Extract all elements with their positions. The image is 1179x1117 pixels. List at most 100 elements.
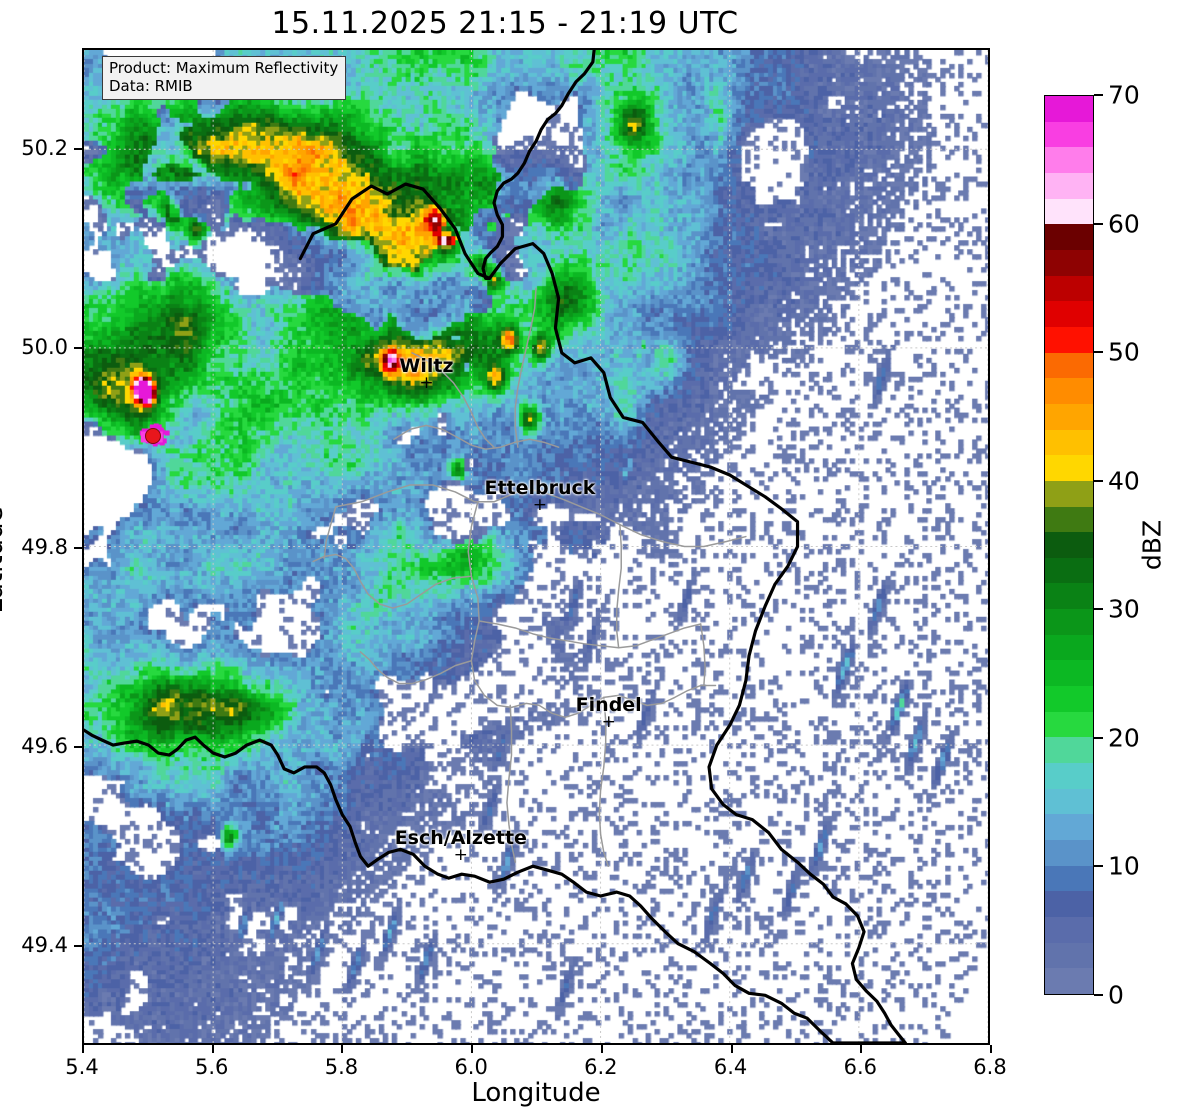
colorbar-tick-label: 40 bbox=[1108, 466, 1140, 496]
colorbar-band bbox=[1045, 455, 1093, 481]
y-axis-tick-label: 50.0 bbox=[21, 335, 68, 360]
colorbar-band bbox=[1045, 326, 1093, 353]
colorbar-tick bbox=[1094, 479, 1103, 482]
colorbar-band bbox=[1045, 840, 1093, 866]
colorbar-band bbox=[1045, 275, 1093, 302]
colorbar-band bbox=[1045, 968, 1093, 994]
y-axis-tick-label: 49.8 bbox=[21, 534, 68, 559]
colorbar-tick-label: 10 bbox=[1108, 851, 1140, 881]
info-product-line: Product: Maximum Reflectivity bbox=[109, 59, 339, 77]
colorbar-band bbox=[1045, 121, 1093, 148]
radar-map-plot[interactable]: Product: Maximum Reflectivity Data: RMIB… bbox=[82, 48, 990, 1045]
radar-site-marker[interactable] bbox=[145, 427, 162, 444]
x-axis-tick-label: 5.8 bbox=[324, 1055, 359, 1079]
y-axis-tick bbox=[74, 147, 82, 150]
canton-boundaries bbox=[312, 287, 747, 867]
colorbar-band bbox=[1045, 198, 1093, 225]
colorbar-tick bbox=[1094, 351, 1103, 354]
gridlines bbox=[84, 50, 988, 1043]
northern-border bbox=[481, 50, 596, 280]
colorbar bbox=[1044, 95, 1094, 995]
colorbar-tick bbox=[1094, 222, 1103, 225]
colorbar-band bbox=[1045, 352, 1093, 379]
colorbar-band bbox=[1045, 942, 1093, 969]
colorbar-band bbox=[1045, 506, 1093, 533]
colorbar-band bbox=[1045, 686, 1093, 712]
colorbar-band bbox=[1045, 917, 1093, 943]
colorbar-tick bbox=[1094, 994, 1103, 996]
x-axis-tick-label: 6.0 bbox=[454, 1055, 488, 1079]
info-data-line: Data: RMIB bbox=[109, 76, 193, 95]
x-axis-tick-label: 5.4 bbox=[65, 1055, 99, 1079]
colorbar-band bbox=[1045, 711, 1093, 738]
colorbar-band bbox=[1045, 378, 1093, 404]
x-axis-tick-label: 6.4 bbox=[713, 1055, 748, 1079]
colorbar-band bbox=[1045, 224, 1093, 250]
info-box: Product: Maximum Reflectivity Data: RMIB bbox=[102, 56, 347, 101]
colorbar-band bbox=[1045, 583, 1093, 610]
y-axis-title: Latitude bbox=[0, 506, 9, 614]
colorbar-band bbox=[1045, 96, 1093, 122]
y-axis-tick-label: 50.2 bbox=[21, 135, 68, 160]
colorbar-band bbox=[1045, 814, 1093, 841]
colorbar-band bbox=[1045, 557, 1093, 584]
x-axis-tick-label: 5.6 bbox=[195, 1055, 229, 1079]
colorbar-tick-label: 50 bbox=[1108, 337, 1140, 367]
x-axis-tick bbox=[82, 1045, 84, 1053]
colorbar-band bbox=[1045, 403, 1093, 430]
colorbar-tick bbox=[1094, 94, 1103, 96]
colorbar-tick bbox=[1094, 608, 1103, 611]
y-axis-tick bbox=[74, 945, 82, 948]
city-label-ettelbruck: Ettelbruck + bbox=[484, 476, 596, 515]
colorbar-tick bbox=[1094, 865, 1103, 868]
page-title: 15.11.2025 21:15 - 21:19 UTC bbox=[271, 6, 739, 41]
x-axis-tick bbox=[990, 1045, 992, 1053]
colorbar-tick-label: 60 bbox=[1108, 209, 1140, 239]
city-label-wiltz: Wiltz + bbox=[399, 355, 454, 393]
colorbar-band bbox=[1045, 147, 1093, 173]
x-axis-tick bbox=[471, 1045, 474, 1053]
map-vector-overlay bbox=[84, 50, 988, 1043]
x-axis-tick bbox=[860, 1045, 863, 1053]
colorbar-band bbox=[1045, 249, 1093, 276]
x-axis-title: Longitude bbox=[471, 1078, 601, 1108]
city-marker-icon: + bbox=[453, 844, 468, 865]
y-axis-tick bbox=[74, 347, 82, 350]
colorbar-tick-label: 70 bbox=[1108, 80, 1140, 110]
national-border bbox=[84, 182, 907, 1043]
x-axis-tick bbox=[600, 1045, 603, 1053]
x-axis-tick-label: 6.6 bbox=[843, 1055, 877, 1079]
colorbar-band bbox=[1045, 737, 1093, 764]
colorbar-band bbox=[1045, 788, 1093, 815]
city-label-findel: Findel + bbox=[575, 693, 642, 732]
city-name: Ettelbruck bbox=[484, 476, 596, 499]
colorbar-band bbox=[1045, 891, 1093, 917]
y-axis-tick-label: 49.4 bbox=[21, 933, 68, 958]
city-name: Findel bbox=[575, 693, 642, 716]
colorbar-tick bbox=[1094, 736, 1103, 739]
x-axis-tick bbox=[730, 1045, 733, 1053]
colorbar-band bbox=[1045, 660, 1093, 687]
colorbar-band bbox=[1045, 301, 1093, 327]
colorbar-band bbox=[1045, 480, 1093, 507]
city-name: Esch/Alzette bbox=[394, 826, 527, 849]
city-marker-icon: + bbox=[532, 494, 548, 515]
colorbar-tick-label: 30 bbox=[1108, 594, 1140, 624]
y-axis-tick bbox=[74, 745, 82, 748]
colorbar-band bbox=[1045, 429, 1093, 456]
colorbar-tick-label: 20 bbox=[1108, 723, 1140, 753]
city-name: Wiltz bbox=[399, 355, 454, 377]
colorbar-band bbox=[1045, 609, 1093, 635]
city-marker-icon: + bbox=[419, 373, 434, 393]
x-axis-tick bbox=[341, 1045, 344, 1053]
city-marker-icon: + bbox=[601, 711, 616, 732]
x-axis-tick-label: 6.2 bbox=[584, 1055, 618, 1079]
colorbar-band bbox=[1045, 172, 1093, 199]
city-label-esch-alzette: Esch/Alzette + bbox=[394, 826, 527, 865]
y-axis-tick-label: 49.6 bbox=[21, 733, 68, 758]
x-axis-tick-label: 6.8 bbox=[973, 1055, 1007, 1079]
colorbar-tick-label: 0 bbox=[1108, 980, 1124, 1010]
colorbar-band bbox=[1045, 634, 1093, 661]
colorbar-band bbox=[1045, 763, 1093, 789]
colorbar-band bbox=[1045, 865, 1093, 892]
